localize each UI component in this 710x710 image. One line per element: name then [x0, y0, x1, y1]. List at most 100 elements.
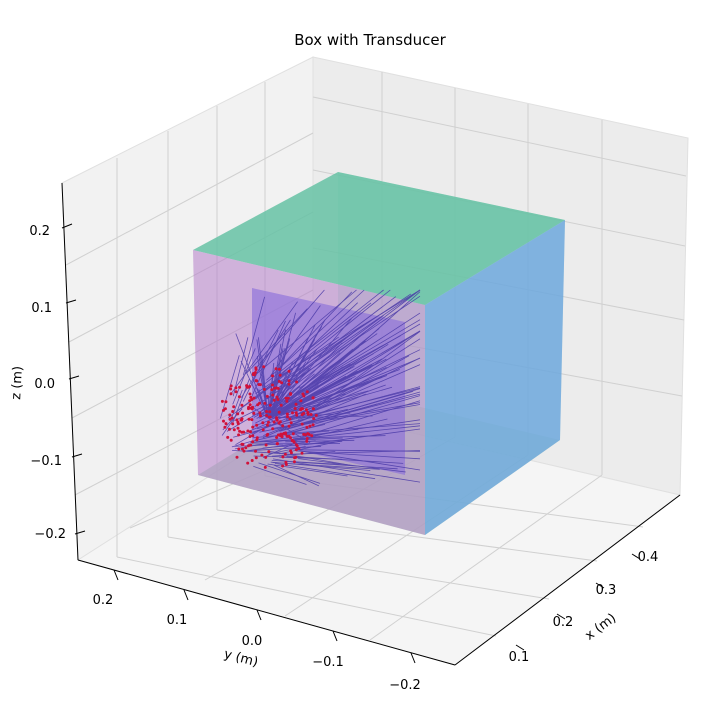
transducer-point	[272, 420, 276, 424]
transducer-point	[311, 423, 315, 427]
transducer-vector	[259, 437, 343, 443]
y-tick-label: 0.2	[93, 593, 114, 608]
transducer-vector	[302, 419, 421, 438]
transducer-vector	[271, 460, 346, 465]
transducer-point	[295, 380, 299, 384]
transducer-point	[251, 440, 255, 444]
transducer-vector	[286, 461, 398, 470]
transducer-vector	[279, 456, 343, 460]
transducer-vector	[267, 415, 373, 419]
y-tick-labels: 0.2 0.1 0.0 −0.1 −0.2	[93, 593, 421, 693]
transducer-point	[242, 430, 246, 434]
transducer-point	[255, 423, 259, 427]
transducer-vector	[301, 357, 421, 417]
transducer-point	[228, 417, 232, 421]
transducer-point	[294, 448, 298, 452]
x-axis-line	[454, 494, 681, 666]
transducer-point	[265, 410, 269, 413]
transducer-point	[278, 373, 282, 377]
transducer-point	[223, 407, 227, 411]
transducer-vector	[229, 301, 298, 396]
transducer-vector	[293, 386, 393, 416]
transducer-point	[287, 379, 291, 383]
transducer-point	[300, 422, 304, 426]
x-tick-label: 0.3	[596, 583, 617, 598]
transducer-point	[254, 456, 258, 460]
chart-title: Box with Transducer	[294, 31, 446, 49]
x-axis-label: x (m)	[583, 611, 620, 644]
transducer-vector	[267, 368, 298, 419]
transducer-point	[234, 386, 238, 390]
transducer-point	[286, 396, 290, 400]
transducer-vector	[262, 441, 298, 458]
transducer-point	[264, 455, 268, 459]
transducer-vector	[302, 404, 421, 425]
transducer-point	[275, 416, 279, 420]
transducer-point	[293, 407, 297, 410]
transducer-point	[289, 392, 292, 396]
transducer-vector	[235, 423, 272, 446]
transducer-point	[250, 407, 254, 411]
transducer-point	[258, 411, 262, 415]
transducer-point	[242, 449, 246, 453]
transducer-point	[235, 455, 239, 459]
transducer-vector	[258, 462, 321, 484]
transducer-point	[271, 374, 274, 378]
box-top-face	[193, 172, 565, 305]
x-tick-mark	[595, 582, 605, 589]
transducer-point	[262, 365, 266, 369]
transducer-vector	[297, 449, 421, 452]
transducer-point	[306, 411, 310, 414]
transducer-point	[302, 411, 306, 415]
transducer-vector	[234, 443, 284, 447]
transducer-point	[279, 432, 283, 436]
transducer-point	[255, 438, 259, 442]
transducer-vector	[298, 458, 406, 473]
transducer-point	[305, 390, 309, 394]
transducer-point	[222, 419, 225, 423]
transducer-vector	[299, 319, 421, 392]
transducer-vector	[253, 465, 307, 485]
transducer-point	[287, 424, 291, 428]
transducer-point	[291, 411, 294, 415]
gridline	[369, 474, 603, 641]
transducer-point	[244, 446, 248, 450]
transducer-point	[286, 415, 289, 419]
transducer-point	[307, 432, 311, 436]
transducer-point	[312, 417, 316, 421]
axis-lines	[61, 182, 681, 666]
transducer-point	[268, 415, 272, 419]
transducer-point	[287, 369, 291, 373]
transducer-point	[264, 443, 268, 447]
y-tick-label: −0.2	[389, 678, 421, 693]
transducer-point	[241, 411, 245, 415]
y-tick-mark	[183, 589, 189, 601]
transducer-point	[220, 399, 224, 403]
transducer-point	[277, 379, 281, 383]
x-tick-label: 0.2	[553, 615, 574, 630]
transducer-point	[277, 410, 281, 414]
transducer-vector	[267, 324, 316, 419]
transducer-vector	[303, 428, 421, 446]
transducer-point	[276, 433, 280, 437]
transducer-point	[295, 413, 299, 417]
transducer-point	[229, 384, 233, 388]
transducer-point	[228, 413, 232, 417]
transducer-point	[258, 383, 262, 387]
transducer-point	[280, 381, 284, 385]
transducer-point	[308, 424, 312, 428]
transducer-point	[295, 444, 299, 448]
transducer-vector	[240, 319, 291, 398]
transducer-point	[241, 447, 244, 451]
gridline	[65, 132, 314, 266]
transducer-vector	[285, 315, 384, 389]
transducer-vector	[257, 388, 269, 419]
transducer-point	[247, 407, 250, 411]
transducer-point	[266, 432, 270, 436]
transducer-point	[309, 413, 313, 416]
y-tick-mark	[256, 609, 262, 621]
transducer-vector	[246, 445, 322, 452]
transducer-point	[288, 417, 292, 421]
transducer-point	[265, 394, 269, 398]
z-axis-label: z (m)	[9, 366, 26, 401]
